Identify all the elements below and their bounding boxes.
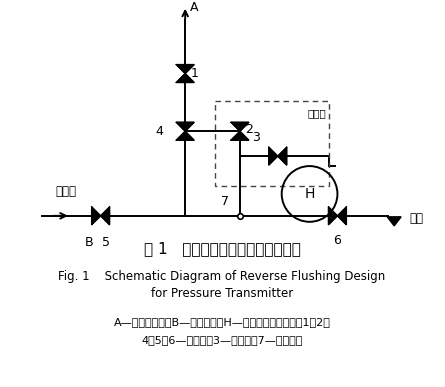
Polygon shape (278, 147, 287, 165)
Text: A: A (190, 1, 198, 14)
Text: Fig. 1    Schematic Diagram of Reverse Flushing Design: Fig. 1 Schematic Diagram of Reverse Flus… (58, 270, 386, 283)
Text: 二阀组: 二阀组 (308, 108, 327, 118)
Polygon shape (176, 74, 194, 82)
Polygon shape (176, 131, 194, 140)
Text: 5: 5 (101, 236, 109, 249)
Bar (215, 101, 329, 186)
Text: H: H (304, 187, 315, 201)
Text: 4、5、6—截止阀；3—排污阀；7—排污丝堵: 4、5、6—截止阀；3—排污阀；7—排污丝堵 (142, 335, 303, 345)
Polygon shape (269, 147, 278, 165)
Polygon shape (176, 65, 194, 74)
Text: 地漏: 地漏 (409, 212, 423, 225)
Text: for Pressure Transmitter: for Pressure Transmitter (151, 287, 293, 300)
Polygon shape (387, 217, 401, 226)
Polygon shape (176, 122, 194, 131)
Text: A—接过程压力；B—接反冲水；H—压力变送器高压侧；1、2、: A—接过程压力；B—接反冲水；H—压力变送器高压侧；1、2、 (113, 317, 331, 327)
Polygon shape (92, 207, 101, 225)
Text: 图 1   压力变送器反冲水设计示意图: 图 1 压力变送器反冲水设计示意图 (144, 241, 300, 256)
Polygon shape (101, 207, 109, 225)
Text: 3: 3 (252, 131, 260, 144)
Polygon shape (231, 122, 249, 131)
Polygon shape (337, 207, 346, 225)
Polygon shape (328, 207, 337, 225)
Text: 2: 2 (245, 123, 253, 136)
Text: 1: 1 (191, 67, 199, 80)
Text: B: B (85, 236, 93, 249)
Text: 7: 7 (221, 195, 229, 208)
Text: 4: 4 (155, 125, 163, 138)
Text: 反冲水: 反冲水 (56, 185, 77, 198)
Polygon shape (231, 131, 249, 140)
Text: 6: 6 (333, 234, 341, 247)
